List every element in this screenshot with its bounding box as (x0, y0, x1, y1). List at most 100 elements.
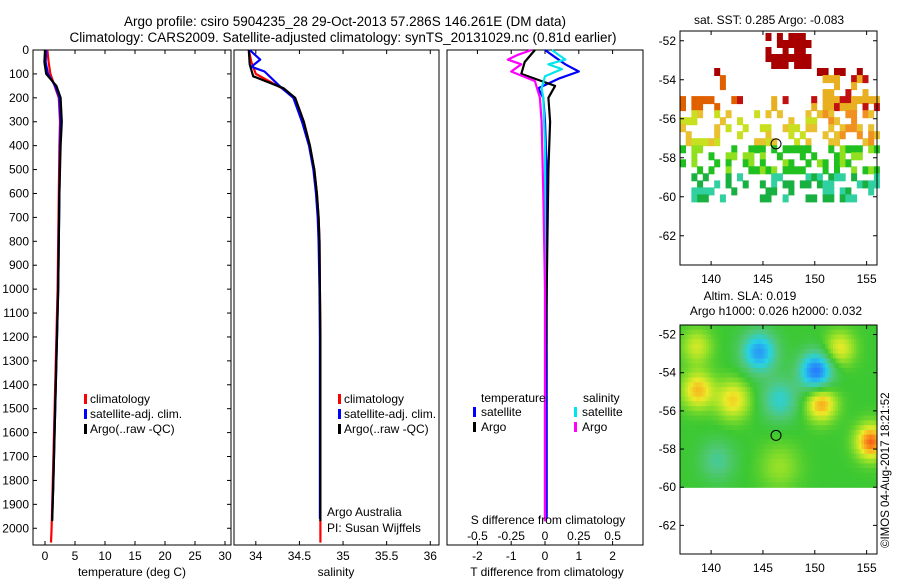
sst-cell (839, 159, 846, 168)
sla-cell (866, 477, 870, 484)
sst-cell (811, 152, 818, 161)
x-tick-label: 0 (542, 549, 549, 563)
sla-cell (858, 367, 863, 374)
x-tick-label: 1 (575, 549, 582, 563)
sla-cell (708, 434, 712, 441)
sla-cell (760, 325, 764, 331)
sla-cell (695, 444, 699, 450)
sla-cell (809, 396, 813, 402)
sla-cell (869, 472, 873, 479)
sla-cell (832, 382, 837, 388)
sla-cell (796, 358, 800, 364)
sla-cell (721, 372, 725, 379)
sla-cell (786, 472, 790, 479)
sla-cell (817, 401, 821, 407)
sla-cell (750, 482, 754, 488)
sla-cell (822, 401, 826, 407)
sla-cell (765, 391, 769, 398)
sla-cell (755, 367, 759, 374)
sla-cell (768, 415, 772, 421)
depth-tick-label: 1900 (2, 497, 29, 511)
sla-cell (695, 415, 699, 421)
sla-cell (807, 387, 811, 393)
sst-cell (856, 180, 863, 189)
salinity-legend: climatology satellite-adj. clim. Argo(..… (338, 392, 436, 436)
s-tick-label: 0.25 (567, 529, 591, 543)
sla-cell (843, 453, 847, 460)
sla-cell (731, 329, 735, 336)
sst-cell (788, 33, 795, 41)
sla-cell (757, 463, 761, 469)
sla-cell (731, 387, 735, 393)
sla-cell (864, 410, 868, 417)
sla-cell (762, 434, 767, 441)
sla-cell (778, 420, 782, 426)
sla-cell (768, 325, 772, 331)
sst-cell (691, 138, 698, 147)
sst-cell (845, 89, 852, 98)
sla-cell (737, 444, 741, 450)
sla-cell (737, 468, 741, 474)
sla-cell (869, 444, 873, 450)
sla-cell (796, 367, 800, 374)
sla-cell (858, 425, 863, 431)
sla-cell (700, 406, 704, 412)
sla-cell (708, 391, 712, 398)
sla-cell (838, 334, 842, 340)
sla-cell (858, 434, 863, 441)
sla-cell (778, 425, 782, 431)
sla-cell (731, 449, 735, 455)
sla-cell (781, 325, 785, 331)
sla-cell (747, 472, 751, 479)
sla-cell (731, 367, 735, 374)
sla-cell (700, 344, 704, 350)
sla-cell (757, 453, 761, 460)
sla-cell (765, 387, 769, 393)
sla-cell (822, 420, 826, 426)
sla-cell (765, 406, 769, 412)
sla-cell (832, 353, 837, 359)
sla-cell (734, 344, 738, 350)
sst-cell (708, 138, 715, 147)
sla-cell (713, 430, 717, 436)
sst-cell (868, 131, 875, 140)
sla-cell (796, 391, 800, 398)
sst-cell (805, 61, 812, 69)
sla-cell (721, 477, 725, 484)
sst-cell (748, 145, 755, 154)
sla-cell (765, 344, 769, 350)
legend-swatch-argo (338, 424, 341, 434)
sla-cell (861, 453, 865, 460)
sla-cell (731, 391, 735, 398)
sla-cell (737, 334, 741, 340)
sla-cell (739, 444, 743, 450)
sla-cell (734, 391, 738, 398)
sla-cell (713, 372, 717, 379)
sla-cell (737, 430, 741, 436)
sla-cell (791, 367, 795, 374)
sla-cell (856, 477, 860, 484)
sla-cell (801, 434, 805, 441)
sla-cell (757, 434, 761, 441)
sla-cell (695, 334, 699, 340)
sla-cell (757, 430, 761, 436)
sla-cell (822, 353, 826, 359)
sla-cell (869, 344, 873, 350)
sla-cell (827, 401, 831, 407)
sla-cell (687, 329, 691, 336)
sla-cell (840, 358, 844, 364)
sla-cell (705, 339, 710, 345)
sla-cell (840, 482, 844, 488)
sla-cell (768, 344, 772, 350)
sla-cell (786, 420, 790, 426)
sla-cell (822, 477, 826, 484)
sla-cell (858, 377, 863, 383)
sla-cell (799, 425, 803, 431)
sst-cell (839, 145, 846, 154)
sla-cell (799, 406, 803, 412)
sla-cell (801, 468, 805, 474)
map-x-tick-label: 145 (753, 561, 773, 575)
sla-cell (755, 401, 759, 407)
sla-cell (827, 420, 831, 426)
sla-cell (794, 391, 798, 398)
